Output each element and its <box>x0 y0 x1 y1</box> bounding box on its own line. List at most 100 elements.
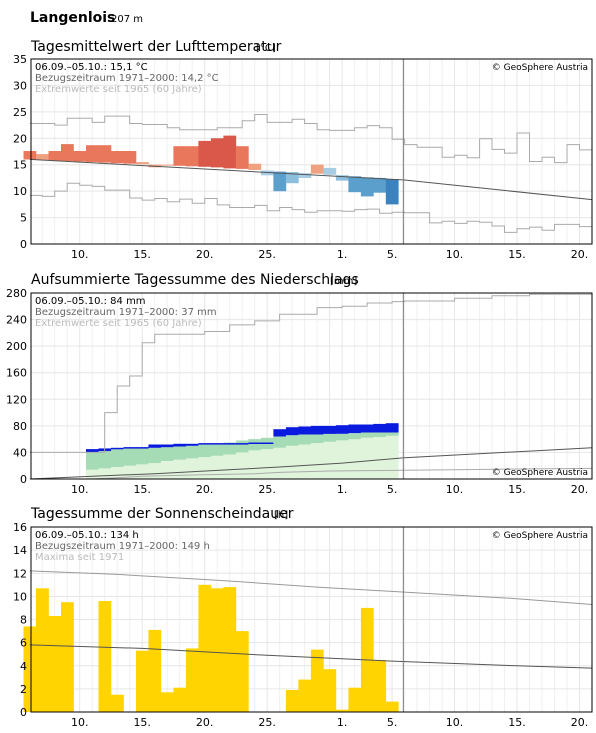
temperature-ytick-label: 25 <box>13 106 27 119</box>
sunshine-ytick-label: 16 <box>13 521 27 534</box>
precipitation-plot: 0 40 80 120 160 200 240 280 10. 15. 20. 25. 1. 5. 10. 1… <box>6 287 593 496</box>
precipitation-upper-band <box>285 435 299 446</box>
precipitation-info-line: 06.09.–05.10.: 84 mm <box>35 296 146 307</box>
precipitation-normal-line <box>29 447 593 480</box>
precipitation-max-line <box>29 293 593 453</box>
precipitation-bar <box>335 425 349 434</box>
station-name: Langenlois <box>30 10 115 26</box>
temperature-bar <box>298 173 312 178</box>
sunshine-ytick-label: 0 <box>20 706 27 719</box>
precipitation-xtick-label: 1. <box>337 483 348 496</box>
temperature-plot: 0 5 10 15 20 25 30 35 10. 15. 20. 25. 1. 5. 10. 15. 20. 0… <box>13 53 593 261</box>
sunshine-bar <box>385 701 399 712</box>
sunshine-frame <box>30 526 593 713</box>
precipitation-xtick-label: 20. <box>196 483 214 496</box>
temperature-bar <box>273 171 287 192</box>
precipitation-bar <box>260 442 274 444</box>
sunshine-info-line: 06.09.–05.10.: 134 h <box>35 530 139 541</box>
precipitation-bar <box>210 443 224 445</box>
precipitation-xtick-label: 5. <box>387 483 398 496</box>
temperature-bar <box>360 177 374 197</box>
precipitation-upper-band <box>123 448 137 466</box>
precipitation-bar <box>111 447 124 450</box>
sunshine-plot: 0 2 4 6 8 10 12 14 16 10. 15. 20. 25. 1. 5. 10. 15. 20. 06… <box>13 521 593 729</box>
sunshine-ytick-label: 10 <box>13 590 27 603</box>
sunshine-ytick-label: 14 <box>13 544 27 557</box>
temperature-bar <box>248 163 262 170</box>
precipitation-xtick-label: 15. <box>133 483 151 496</box>
precipitation-bar <box>285 427 299 436</box>
sunshine-xtick-label: 20. <box>571 716 589 729</box>
temperature-bar <box>61 144 74 161</box>
temperature-xtick-label: 10. <box>446 248 464 261</box>
temperature-bar <box>86 145 99 163</box>
sunshine-bar <box>48 616 62 712</box>
temperature-ytick-label: 20 <box>13 132 27 145</box>
temperature-info-line: Bezugszeitraum 1971–2000: 14,2 °C <box>35 73 219 84</box>
precipitation-upper-band <box>223 442 237 455</box>
sunshine-ytick-label: 2 <box>20 683 27 696</box>
precipitation-info-line: Extremwerte seit 1965 (60 Jahre) <box>35 318 202 329</box>
sunshine-bar <box>335 709 349 712</box>
sunshine-xtick-label: 10. <box>71 716 89 729</box>
sunshine-normal-line <box>29 644 593 669</box>
sunshine-bar <box>323 669 337 712</box>
sunshine-bar <box>185 648 199 712</box>
precipitation-lower-band <box>136 464 149 479</box>
precipitation-upper-band <box>173 446 187 460</box>
precipitation-lower-band <box>98 468 112 479</box>
temperature-ytick-label: 35 <box>13 53 27 66</box>
precipitation-bar <box>323 425 337 434</box>
precipitation-lower-band <box>360 437 374 479</box>
sunshine-bar <box>111 694 124 712</box>
precipitation-ytick-label: 280 <box>6 287 27 300</box>
temperature-bar <box>36 154 49 160</box>
temperature-xtick-label: 5. <box>387 248 398 261</box>
temperature-xtick-label: 1. <box>337 248 348 261</box>
temperature-unit: [°C] <box>256 43 276 54</box>
precipitation-ytick-label: 0 <box>20 473 27 486</box>
sunshine-bar <box>36 588 49 712</box>
precipitation-lower-band <box>273 447 287 479</box>
precipitation-lower-band <box>248 450 262 479</box>
temperature-bar <box>348 176 362 193</box>
temperature-bar <box>185 146 199 167</box>
precipitation-lower-band <box>235 452 249 479</box>
precipitation-ytick-label: 200 <box>6 340 27 353</box>
sunshine-bar <box>310 649 324 712</box>
temperature-bar <box>73 151 87 162</box>
temperature-bar <box>198 140 212 167</box>
sunshine-ytick-label: 8 <box>20 614 27 627</box>
temperature-bar <box>111 151 124 164</box>
temperature-bar <box>23 151 37 160</box>
precipitation-upper-band <box>210 443 224 456</box>
precipitation-bar <box>136 447 149 449</box>
precipitation-upper-band <box>310 434 324 444</box>
precipitation-bar <box>360 424 374 433</box>
precipitation-bar <box>86 449 99 453</box>
precipitation-upper-band <box>248 439 262 451</box>
precipitation-lower-band <box>210 455 224 480</box>
precipitation-bar <box>310 425 324 435</box>
precipitation-xtick-label: 10. <box>446 483 464 496</box>
sunshine-bar <box>373 660 387 712</box>
precipitation-frame <box>30 292 593 480</box>
sunshine-max-line <box>29 570 593 605</box>
precipitation-upper-band <box>348 433 362 440</box>
precipitation-bar <box>248 442 262 444</box>
precipitation-lower-band <box>185 458 199 479</box>
sunshine-bar <box>198 584 212 712</box>
temperature-bar <box>335 175 349 181</box>
sunshine-bar <box>61 602 74 712</box>
sunshine-xtick-label: 15. <box>508 716 526 729</box>
sunshine-bar <box>235 631 249 712</box>
temperature-ytick-label: 30 <box>13 79 27 92</box>
temperature-xtick-label: 20. <box>571 248 589 261</box>
precipitation-ytick-label: 160 <box>6 367 27 380</box>
sunshine-title: Tagessumme der Sonnenscheindauer <box>30 506 294 522</box>
sunshine-xtick-label: 10. <box>446 716 464 729</box>
temperature-xtick-label: 15. <box>133 248 151 261</box>
precipitation-upper-band <box>323 433 337 442</box>
precipitation-bar <box>298 426 312 435</box>
